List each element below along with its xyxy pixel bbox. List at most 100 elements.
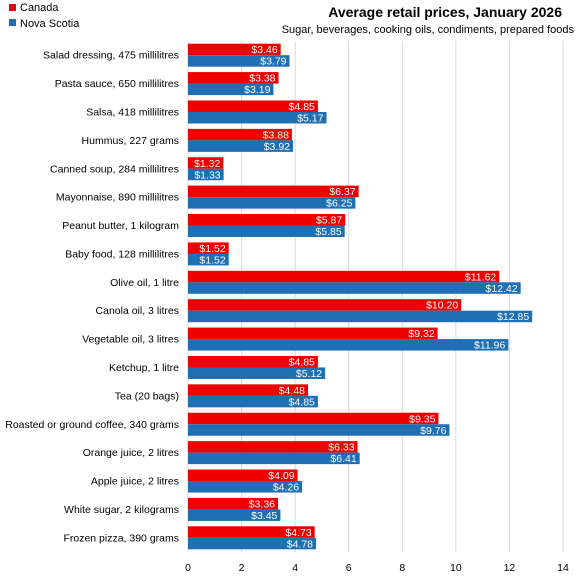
data-label-nova-scotia-salad-dressing-475-millilitres: $3.79	[260, 56, 286, 68]
bar-canada-tea-20-bags	[188, 384, 308, 396]
bar-nova-scotia-ketchup-1-litre	[188, 367, 326, 379]
bar-nova-scotia-canned-soup-284-millilitres	[188, 168, 224, 181]
data-label-canada-salad-dressing-475-millilitres: $3.46	[251, 44, 277, 56]
category-label-peanut-butter-1-kilogram: Peanut butter, 1 kilogram	[62, 220, 179, 232]
bar-canada-ketchup-1-litre	[188, 355, 318, 368]
category-label-salad-dressing-475-millilitres: Salad dressing, 475 millilitres	[43, 50, 179, 62]
bar-canada-canola-oil-3-litres	[188, 299, 462, 311]
bar-canada-salad-dressing-475-millilitres	[188, 43, 281, 56]
data-label-canada-salsa-418-millilitres: $4.85	[289, 101, 315, 113]
data-label-nova-scotia-peanut-butter-1-kilogram: $5.85	[315, 226, 341, 238]
category-label-baby-food-128-millilitres: Baby food, 128 millilitres	[65, 248, 179, 260]
x-tick-label-0: 0	[185, 562, 191, 574]
data-label-nova-scotia-roasted-or-ground-coffee-340-grams: $9.76	[420, 425, 446, 437]
bar-nova-scotia-tea-20-bags	[188, 395, 318, 408]
data-label-nova-scotia-orange-juice-2-litres: $6.41	[330, 453, 356, 465]
category-label-pasta-sauce-650-millilitres: Pasta sauce, 650 millilitres	[55, 78, 179, 90]
data-label-canada-white-sugar-2-kilograms: $3.36	[249, 498, 275, 510]
category-label-mayonnaise-890-millilitres: Mayonnaise, 890 millilitres	[56, 192, 179, 204]
data-label-canada-canola-oil-3-litres: $10.20	[426, 300, 458, 312]
bar-canada-vegetable-oil-3-litres	[188, 327, 438, 340]
data-label-canada-pasta-sauce-650-millilitres: $3.38	[249, 73, 275, 85]
data-label-nova-scotia-apple-juice-2-litres: $4.26	[273, 482, 299, 494]
bar-nova-scotia-roasted-or-ground-coffee-340-grams	[188, 424, 450, 436]
data-label-nova-scotia-white-sugar-2-kilograms: $3.45	[251, 510, 277, 522]
data-labels: $3.46$3.79$3.38$3.19$4.85$5.17$3.88$3.92…	[194, 44, 529, 550]
data-label-nova-scotia-salsa-418-millilitres: $5.17	[297, 112, 323, 124]
bar-canada-roasted-or-ground-coffee-340-grams	[188, 412, 439, 425]
legend-swatch-canada	[9, 4, 16, 11]
data-label-canada-orange-juice-2-litres: $6.33	[328, 442, 354, 454]
x-axis-ticks: 0 2 4 6 8 10 12 14	[185, 562, 569, 574]
data-label-canada-apple-juice-2-litres: $4.09	[268, 470, 294, 482]
data-label-canada-olive-oil-1-litre: $11.62	[465, 271, 496, 283]
bar-canada-hummus-227-grams	[188, 128, 292, 141]
x-tick-label-10: 10	[450, 562, 462, 574]
data-label-nova-scotia-vegetable-oil-3-litres: $11.96	[474, 340, 505, 352]
bar-canada-mayonnaise-890-millilitres	[188, 185, 359, 198]
data-label-nova-scotia-pasta-sauce-650-millilitres: $3.19	[244, 84, 270, 96]
bar-nova-scotia-white-sugar-2-kilograms	[188, 509, 281, 521]
chart-subtitle: Sugar, beverages, cooking oils, condimen…	[282, 24, 575, 36]
bar-nova-scotia-baby-food-128-millilitres	[188, 253, 229, 266]
x-tick-label-4: 4	[292, 562, 298, 574]
bar-nova-scotia-salsa-418-millilitres	[188, 111, 327, 124]
bar-canada-white-sugar-2-kilograms	[188, 497, 278, 510]
bar-nova-scotia-apple-juice-2-litres	[188, 481, 303, 493]
bar-canada-olive-oil-1-litre	[188, 270, 500, 283]
data-label-canada-roasted-or-ground-coffee-340-grams: $9.35	[409, 413, 435, 425]
bar-nova-scotia-olive-oil-1-litre	[188, 282, 521, 294]
x-tick-label-6: 6	[346, 562, 352, 574]
bar-canada-frozen-pizza-390-grams	[188, 526, 315, 538]
data-label-canada-ketchup-1-litre: $4.85	[289, 356, 315, 368]
category-label-olive-oil-1-litre: Olive oil, 1 litre	[110, 277, 179, 289]
bars	[188, 43, 533, 550]
x-tick-label-14: 14	[557, 562, 569, 574]
bar-nova-scotia-peanut-butter-1-kilogram	[188, 225, 345, 238]
category-label-tea-20-bags: Tea (20 bags)	[115, 390, 179, 402]
data-label-canada-tea-20-bags: $4.48	[279, 385, 305, 397]
data-label-nova-scotia-canola-oil-3-litres: $12.85	[497, 311, 529, 323]
category-label-frozen-pizza-390-grams: Frozen pizza, 390 grams	[63, 532, 179, 544]
bar-nova-scotia-vegetable-oil-3-litres	[188, 339, 509, 351]
legend: Canada Nova Scotia	[9, 2, 80, 30]
data-label-nova-scotia-olive-oil-1-litre: $12.42	[486, 283, 518, 295]
bar-nova-scotia-salad-dressing-475-millilitres	[188, 55, 290, 67]
bar-canada-apple-juice-2-litres	[188, 469, 298, 482]
bar-canada-salsa-418-millilitres	[188, 100, 318, 112]
bar-nova-scotia-pasta-sauce-650-millilitres	[188, 83, 274, 96]
x-tick-label-2: 2	[239, 562, 245, 574]
legend-label-nova-scotia: Nova Scotia	[20, 18, 80, 30]
category-label-white-sugar-2-kilograms: White sugar, 2 kilograms	[64, 504, 179, 516]
x-tick-label-8: 8	[399, 562, 405, 574]
bar-nova-scotia-canola-oil-3-litres	[188, 310, 533, 323]
legend-swatch-nova-scotia	[9, 19, 16, 26]
data-label-nova-scotia-ketchup-1-litre: $5.12	[296, 368, 322, 380]
chart-title: Average retail prices, January 2026	[328, 4, 562, 20]
bar-canada-pasta-sauce-650-millilitres	[188, 72, 279, 84]
category-label-canned-soup-284-millilitres: Canned soup, 284 millilitres	[50, 163, 179, 175]
data-label-canada-frozen-pizza-390-grams: $4.73	[285, 527, 311, 539]
legend-label-canada: Canada	[20, 2, 59, 14]
data-label-nova-scotia-baby-food-128-millilitres: $1.52	[199, 254, 225, 266]
category-label-canola-oil-3-litres: Canola oil, 3 litres	[96, 305, 179, 317]
bar-nova-scotia-orange-juice-2-litres	[188, 452, 360, 465]
data-label-canada-peanut-butter-1-kilogram: $5.87	[316, 215, 342, 227]
bar-canada-baby-food-128-millilitres	[188, 242, 229, 254]
bar-canada-orange-juice-2-litres	[188, 441, 358, 453]
category-label-ketchup-1-litre: Ketchup, 1 litre	[109, 362, 179, 374]
data-label-nova-scotia-frozen-pizza-390-grams: $4.78	[287, 538, 313, 550]
category-label-vegetable-oil-3-litres: Vegetable oil, 3 litres	[82, 334, 179, 346]
x-tick-label-12: 12	[504, 562, 516, 574]
category-label-apple-juice-2-litres: Apple juice, 2 litres	[91, 476, 179, 488]
bar-nova-scotia-hummus-227-grams	[188, 140, 293, 152]
bar-canada-peanut-butter-1-kilogram	[188, 214, 346, 226]
data-label-canada-baby-food-128-millilitres: $1.52	[199, 243, 225, 255]
category-label-salsa-418-millilitres: Salsa, 418 millilitres	[86, 106, 179, 118]
category-label-orange-juice-2-litres: Orange juice, 2 litres	[83, 447, 179, 459]
category-label-roasted-or-ground-coffee-340-grams: Roasted or ground coffee, 340 grams	[5, 419, 179, 431]
bar-nova-scotia-frozen-pizza-390-grams	[188, 537, 317, 550]
data-label-canada-hummus-227-grams: $3.88	[263, 129, 289, 141]
